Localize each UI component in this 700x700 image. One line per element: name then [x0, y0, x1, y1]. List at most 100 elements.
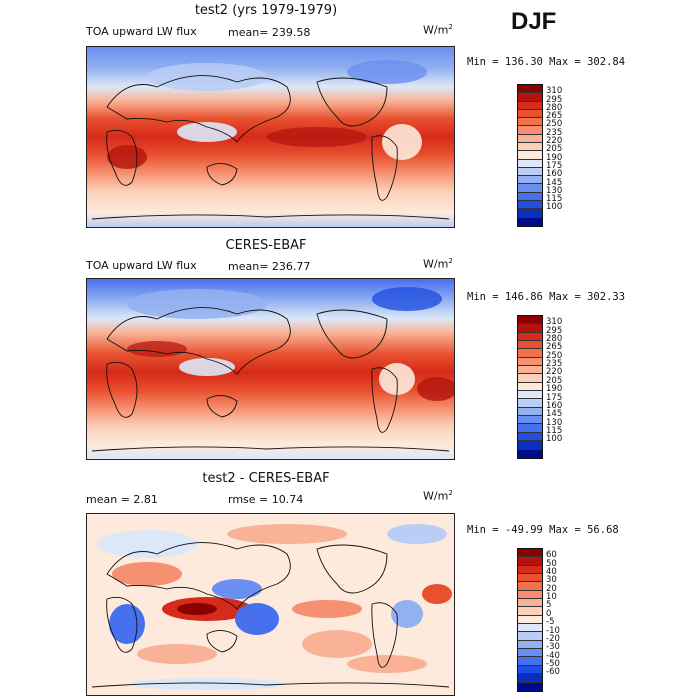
colorbar-tick-label: 100 [546, 434, 563, 445]
colorbar-swatch [518, 549, 542, 558]
colorbar-swatch [518, 624, 542, 633]
colorbar-tick-label: 235 [546, 359, 563, 370]
colorbar-swatch [518, 142, 542, 152]
panel2-colorbar-labels: 310 295 280 265 250 235 220 205 190 175 160 145 130 1… [546, 315, 586, 457]
panel1-title: test2 (yrs 1979-1979) [194, 3, 338, 18]
colorbar-swatch [518, 632, 542, 641]
colorbar-tick-label: -20 [546, 633, 560, 644]
colorbar-tick-label: 50 [546, 558, 557, 569]
colorbar-swatch [518, 424, 542, 433]
colorbar-swatch [518, 565, 542, 575]
colorbar-tick-label: 175 [546, 392, 563, 403]
panel3-title: test2 - CERES-EBAF [202, 471, 330, 486]
colorbar-tick-label: -5 [546, 617, 555, 628]
colorbar-tick-label: 235 [546, 127, 563, 138]
colorbar-swatch [518, 366, 542, 375]
colorbar-swatch [518, 407, 542, 417]
colorbar-tick-label: 220 [546, 136, 563, 147]
colorbar-tick-label: 250 [546, 350, 563, 361]
colorbar-swatch [518, 432, 542, 442]
colorbar-swatch [518, 349, 542, 358]
panel2-colorbar [517, 315, 543, 459]
colorbar-swatch [518, 324, 542, 333]
season-label: DJF [511, 8, 557, 35]
colorbar-swatch [518, 607, 542, 616]
panel3-map [86, 513, 455, 696]
colorbar-swatch [518, 217, 542, 226]
panel2-map-svg [87, 279, 454, 459]
colorbar-swatch [518, 557, 542, 566]
colorbar-tick-label: 190 [546, 152, 563, 163]
colorbar-tick-label: 205 [546, 144, 563, 155]
colorbar-tick-label: 295 [546, 94, 563, 105]
colorbar-tick-label: -40 [546, 650, 560, 661]
panel1-colorbar-labels: 310 295 280 265 250 235 220 205 190 175 160 145 130 1… [546, 84, 586, 225]
colorbar-swatch [518, 109, 542, 119]
colorbar-tick-label: 280 [546, 102, 563, 113]
colorbar-swatch [518, 657, 542, 666]
panel3-colorbar [517, 548, 543, 692]
colorbar-tick-label: 60 [546, 550, 557, 561]
colorbar-swatch [518, 441, 542, 450]
panel1-units: W/m2 [423, 23, 453, 37]
panel1-variable: TOA upward LW flux [86, 25, 197, 38]
colorbar-tick-label: 190 [546, 384, 563, 395]
colorbar-swatch [518, 192, 542, 201]
colorbar-swatch [518, 374, 542, 383]
colorbar-tick-label: 280 [546, 334, 563, 345]
panel2-mean: mean= 236.77 [228, 260, 311, 273]
colorbar-tick-label: 265 [546, 342, 563, 353]
colorbar-swatch [518, 582, 542, 591]
colorbar-swatch [518, 118, 542, 127]
colorbar-tick-label: 10 [546, 592, 557, 603]
panel1-map [86, 46, 455, 228]
colorbar-swatch [518, 159, 542, 168]
panel3-colorbar-labels: 60 50 40 30 20 10 5 0 -5 -10 -20 -30 -40 -50 -60 [546, 548, 586, 690]
colorbar-tick-label: 145 [546, 177, 563, 188]
colorbar-tick-label: -50 [546, 658, 560, 669]
colorbar-tick-label: 160 [546, 400, 563, 411]
colorbar-swatch [518, 674, 542, 683]
panel1-colorbar [517, 84, 543, 227]
panel1-mean: mean= 239.58 [228, 26, 311, 39]
colorbar-swatch [518, 399, 542, 408]
colorbar-swatch [518, 357, 542, 367]
colorbar-swatch [518, 590, 542, 600]
colorbar-tick-label: -60 [546, 667, 560, 678]
colorbar-swatch [518, 382, 542, 392]
colorbar-tick-label: 205 [546, 375, 563, 386]
colorbar-swatch [518, 574, 542, 583]
panel3-minmax: Min = -49.99 Max = 56.68 [467, 524, 619, 536]
colorbar-tick-label: 145 [546, 409, 563, 420]
colorbar-swatch [518, 316, 542, 325]
colorbar-tick-label: 310 [546, 317, 563, 328]
colorbar-swatch [518, 176, 542, 185]
colorbar-swatch [518, 449, 542, 458]
colorbar-swatch [518, 101, 542, 110]
colorbar-tick-label: 115 [546, 194, 563, 205]
colorbar-swatch [518, 416, 542, 425]
colorbar-tick-label: -10 [546, 625, 560, 636]
colorbar-tick-label: 100 [546, 202, 563, 213]
panel3-map-svg [87, 514, 454, 695]
colorbar-tick-label: -30 [546, 642, 560, 653]
colorbar-swatch [518, 615, 542, 625]
colorbar-tick-label: 130 [546, 185, 563, 196]
colorbar-swatch [518, 151, 542, 160]
colorbar-tick-label: 160 [546, 169, 563, 180]
colorbar-swatch [518, 341, 542, 350]
colorbar-tick-label: 30 [546, 575, 557, 586]
colorbar-tick-label: 220 [546, 367, 563, 378]
panel3-rmse: rmse = 10.74 [228, 493, 304, 506]
colorbar-tick-label: 250 [546, 119, 563, 130]
colorbar-swatch [518, 93, 542, 102]
colorbar-swatch [518, 126, 542, 135]
colorbar-tick-label: 5 [546, 600, 552, 611]
colorbar-tick-label: 295 [546, 325, 563, 336]
panel2-units: W/m2 [423, 257, 453, 271]
colorbar-tick-label: 175 [546, 160, 563, 171]
colorbar-swatch [518, 665, 542, 675]
colorbar-swatch [518, 640, 542, 650]
colorbar-swatch [518, 391, 542, 400]
panel2-minmax: Min = 146.86 Max = 302.33 [467, 291, 626, 303]
